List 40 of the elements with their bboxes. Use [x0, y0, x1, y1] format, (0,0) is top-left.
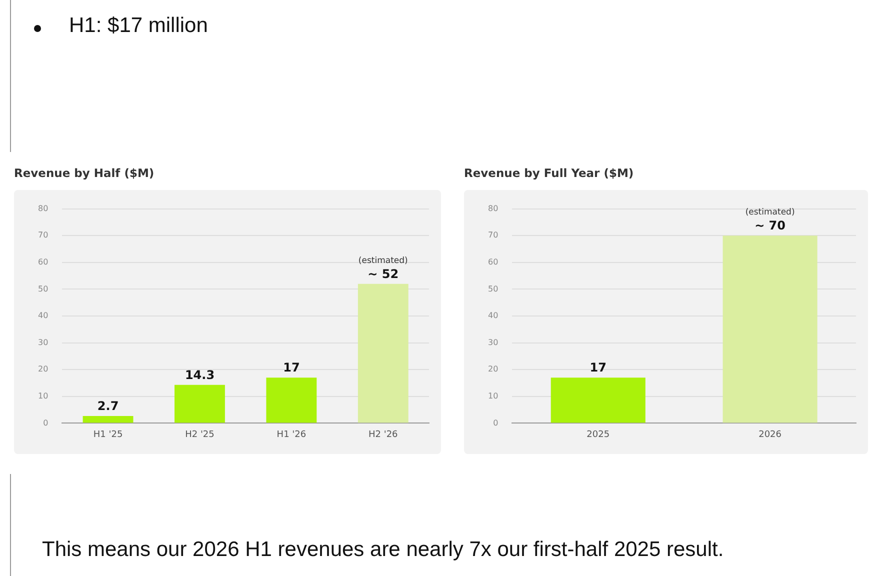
data-label: ~ 52	[368, 266, 399, 281]
y-tick-label: 80	[38, 204, 48, 213]
y-tick-label: 20	[488, 364, 498, 374]
y-tick-label: 60	[488, 257, 498, 266]
y-tick-label: 70	[488, 230, 498, 240]
annotation: (estimated)	[358, 256, 408, 266]
data-label: 14.3	[184, 368, 215, 382]
y-tick-label: 0	[43, 418, 48, 428]
y-tick-label: 50	[488, 284, 498, 294]
y-tick-label: 60	[38, 257, 48, 266]
chart-title: Revenue by Half ($M)	[14, 166, 156, 182]
y-tick-label: 40	[38, 311, 48, 320]
x-tick-label: H2 '25	[185, 430, 214, 440]
bar	[266, 378, 317, 423]
x-tick-label: 2025	[586, 430, 610, 440]
y-tick-label: 50	[38, 284, 48, 294]
text: H1: $17 million	[69, 14, 208, 38]
x-tick-label: H1 '25	[93, 430, 123, 440]
chart-title: Revenue by Full Year ($M)	[464, 166, 635, 182]
y-tick-label: 20	[38, 364, 48, 374]
x-tick-label: H1 '26	[276, 430, 306, 440]
data-label: 2.7	[97, 398, 119, 413]
annotation: (estimated)	[745, 208, 795, 218]
bar	[358, 284, 408, 423]
data-label: 17	[283, 360, 300, 375]
data-label: 17	[590, 360, 606, 375]
y-tick-label: 80	[488, 204, 498, 213]
y-tick-label: 30	[488, 338, 498, 347]
data-label: ~ 70	[754, 218, 786, 233]
y-tick-label: 70	[38, 230, 48, 240]
bar	[174, 384, 225, 423]
y-tick-label: 30	[38, 338, 48, 347]
text: This means our 2026 H1 revenues are nearly 7x our first-half 2025 result.	[42, 538, 724, 562]
y-tick-label: 10	[488, 391, 498, 400]
y-tick-label: 0	[493, 418, 498, 428]
x-tick-label: 2026	[758, 430, 782, 440]
y-tick-label: 10	[38, 391, 48, 400]
bar	[82, 416, 134, 423]
x-tick-label: H2 '26	[368, 430, 398, 440]
y-tick-label: 40	[488, 311, 498, 320]
